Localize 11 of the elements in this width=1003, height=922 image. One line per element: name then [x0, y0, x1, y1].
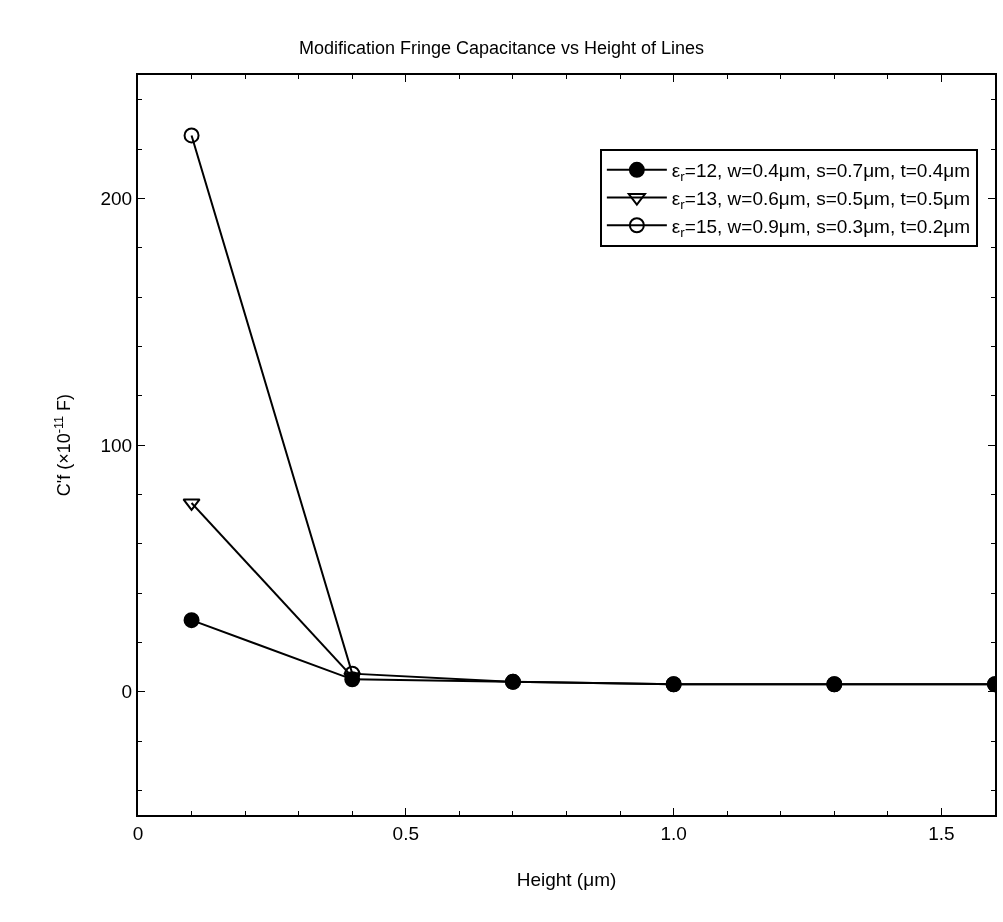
legend-label: ε$_{r}$=13, w=0.6μm, s=0.5μm, t=0.5μm	[671, 187, 971, 212]
y-tick-label: 100	[100, 434, 133, 456]
y-tick-label: 200	[100, 187, 133, 209]
x-axis-title: Height (μm)	[516, 869, 617, 891]
x-tick-label: 1.0	[660, 822, 687, 844]
y-tick-label: 0	[121, 681, 133, 703]
legend-label: ε$_{r}$=15, w=0.9μm, s=0.3μm, t=0.2μm	[671, 215, 971, 240]
x-tick-label: 0.5	[392, 822, 420, 844]
x-tick-label: 1.5	[928, 822, 955, 844]
legend-label: ε$_{r}$=12, w=0.4μm, s=0.7μm, t=0.4μm	[671, 160, 971, 185]
chart-title: Modification Fringe Capacitance vs Height of Lines	[298, 38, 705, 59]
